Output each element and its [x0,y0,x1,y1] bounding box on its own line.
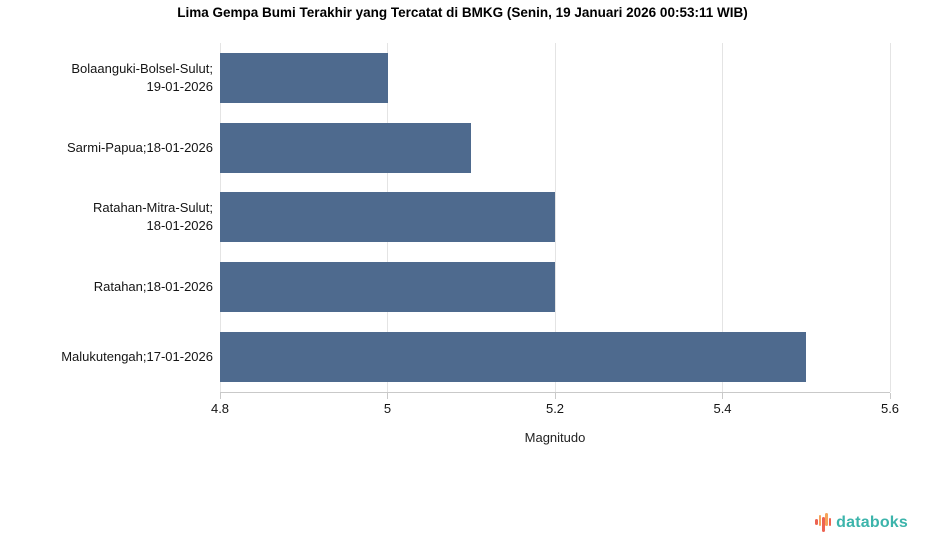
tick-label: 5.2 [545,401,565,416]
databoks-logo-text: databoks [836,513,908,531]
category-label: Ratahan;18-01-2026 [0,252,213,322]
bar-series [220,43,890,392]
logo-pulse-bar [821,517,825,532]
category-label: Malukutengah;17-01-2026 [0,322,213,392]
category-label: Ratahan-Mitra-Sulut; 18-01-2026 [0,183,213,253]
tick-mark [219,393,221,399]
tick-label: 5 [383,401,392,416]
gridline [722,43,723,392]
category-label-line: Ratahan-Mitra-Sulut; [93,200,213,216]
brand-footer: databoks [815,512,908,533]
x-axis-tick-labels: 4.8 5 5.2 5.4 5.6 [211,401,899,417]
logo-pulse-bar [818,515,822,526]
logo-pulse-bar [825,513,828,526]
tick-mark [387,393,388,399]
bar-row [220,252,890,322]
bar-row [220,183,890,253]
category-label-line: Ratahan;18-01-2026 [93,279,213,295]
logo-pulse-bar [815,519,818,525]
plot-area [219,43,891,393]
bar-row [220,43,890,113]
gridline [554,43,556,392]
x-axis-title: Magnitudo [524,430,586,445]
gridline [889,43,891,392]
category-label-line: Bolaanguki-Bolsel-Sulut; [71,60,213,76]
bar [220,192,555,243]
category-label-line: Malukutengah;17-01-2026 [61,349,213,365]
category-label-line: 18-01-2026 [146,218,214,234]
y-axis-labels: Bolaanguki-Bolsel-Sulut; 19-01-2026 Sarmi-… [0,43,213,392]
bar [220,122,472,173]
logo-pulse-bar [828,518,832,526]
category-label: Sarmi-Papua;18-01-2026 [0,113,213,183]
tick-label: 5.6 [880,401,900,416]
tick-mark [554,393,556,399]
tick-label: 4.8 [210,401,230,416]
bar-row [220,113,890,183]
x-axis-tick-marks [219,393,891,399]
bar [220,332,807,383]
bar [220,262,555,313]
chart-title: Lima Gempa Bumi Terakhir yang Tercatat d… [177,5,748,20]
tick-mark [889,393,891,399]
category-label-line: Sarmi-Papua;18-01-2026 [67,139,213,155]
bar [220,52,388,103]
tick-label: 5.4 [713,401,732,416]
category-label-line: 19-01-2026 [146,78,214,94]
bar-row [220,322,890,392]
category-label: Bolaanguki-Bolsel-Sulut; 19-01-2026 [0,43,213,113]
tick-mark [722,393,723,399]
databoks-logo-icon [815,512,832,533]
